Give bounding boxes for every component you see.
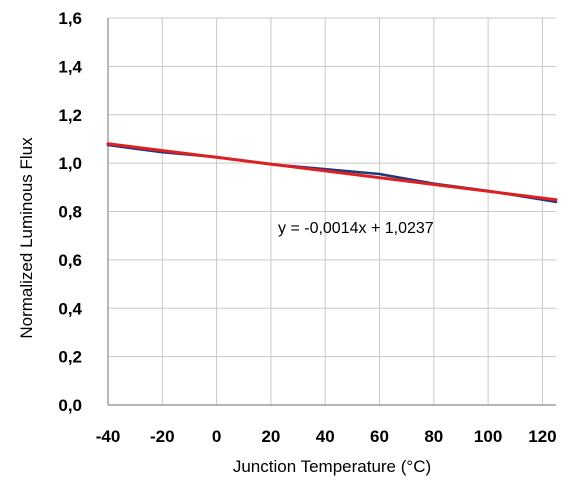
axes [107, 18, 556, 406]
trendline [106, 142, 558, 202]
y-tick-labels: 0,0 0,2 0,4 0,6 0,8 1,0 1,2 1,4 1,6 [58, 9, 82, 415]
y-axis-title: Normalized Luminous Flux [17, 137, 36, 339]
x-tick-label: 40 [316, 427, 335, 446]
x-tick-label: -20 [150, 427, 175, 446]
y-tick-label: 0,0 [58, 396, 82, 415]
x-axis-title: Junction Temperature (°C) [233, 457, 431, 476]
y-tick-label: 1,4 [58, 57, 82, 76]
y-tick-label: 0,8 [58, 203, 82, 222]
x-tick-label: 100 [474, 427, 502, 446]
x-tick-label: 120 [528, 427, 556, 446]
x-tick-label: 20 [261, 427, 280, 446]
x-tick-label: 60 [370, 427, 389, 446]
y-tick-label: 1,2 [58, 106, 82, 125]
series-layer [106, 142, 558, 204]
regression-equation-annotation: y = -0,0014x + 1,0237 [278, 220, 434, 237]
x-tick-label: 80 [424, 427, 443, 446]
y-tick-label: 0,4 [58, 299, 82, 318]
grid [107, 17, 556, 406]
y-tick-label: 1,0 [58, 154, 82, 173]
x-tick-label: -40 [96, 427, 121, 446]
x-tick-label: 0 [212, 427, 221, 446]
x-tick-labels: -40 -20 0 20 40 60 80 100 120 [96, 427, 557, 446]
y-tick-label: 0,6 [58, 251, 82, 270]
y-tick-label: 0,2 [58, 348, 82, 367]
y-tick-label: 1,6 [58, 9, 82, 28]
